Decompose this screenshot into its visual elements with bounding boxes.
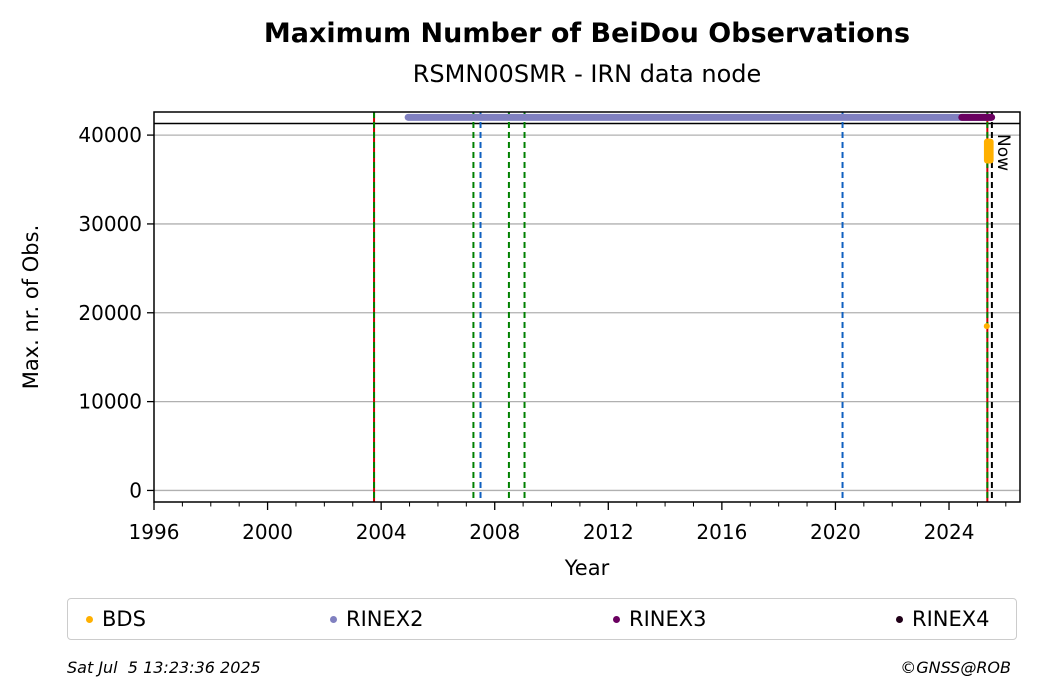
x-tick-label: 2000 bbox=[242, 520, 293, 544]
legend-item-bds: BDS bbox=[86, 599, 146, 639]
legend-label-bds: BDS bbox=[102, 607, 146, 631]
x-tick-label: 2016 bbox=[696, 520, 747, 544]
grid-layer bbox=[154, 122, 1020, 492]
y-tick-label: 0 bbox=[129, 478, 142, 502]
legend-label-rinex4: RINEX4 bbox=[912, 607, 990, 631]
plot-frame bbox=[153, 111, 1021, 503]
y-tick-label: 20000 bbox=[78, 301, 142, 325]
axis-layer: 0 10000 20000 30000 40000 1996 2000 2004 2008 201… bbox=[78, 123, 1007, 544]
series-bds-segment bbox=[983, 138, 994, 164]
legend-item-rinex2: RINEX2 bbox=[330, 599, 424, 639]
footer-copyright: ©GNSS@ROB bbox=[900, 658, 1011, 677]
y-tick-label: 30000 bbox=[78, 212, 142, 236]
vertical-lines-layer bbox=[373, 112, 993, 502]
x-tick-label: 2012 bbox=[583, 520, 634, 544]
chart: Maximum Number of BeiDou Observations RS… bbox=[19, 18, 1021, 580]
legend-marker-rinex3 bbox=[613, 615, 620, 623]
legend-item-rinex3: RINEX3 bbox=[613, 599, 707, 639]
legend-item-rinex4: RINEX4 bbox=[896, 599, 990, 639]
chart-title: Maximum Number of BeiDou Observations bbox=[264, 18, 910, 49]
x-tick-label: 2008 bbox=[469, 520, 520, 544]
legend-marker-rinex4 bbox=[896, 615, 903, 623]
x-tick-label: 1996 bbox=[129, 520, 180, 544]
x-tick-label: 2020 bbox=[810, 520, 861, 544]
legend: BDS RINEX2 RINEX3 RINEX4 bbox=[67, 598, 1017, 640]
y-axis-label: Max. nr. of Obs. bbox=[19, 225, 43, 390]
legend-label-rinex2: RINEX2 bbox=[346, 607, 424, 631]
footer-timestamp: Sat Jul 5 13:23:36 2025 bbox=[67, 658, 261, 677]
series-layer bbox=[404, 113, 996, 330]
now-label: Now bbox=[993, 134, 1013, 171]
chart-subtitle: RSMN00SMR - IRN data node bbox=[413, 60, 762, 88]
x-axis-label: Year bbox=[564, 556, 610, 580]
legend-label-rinex3: RINEX3 bbox=[629, 607, 707, 631]
y-tick-label: 40000 bbox=[78, 123, 142, 147]
x-tick-label: 2024 bbox=[924, 520, 975, 544]
y-tick-label: 10000 bbox=[78, 390, 142, 414]
legend-marker-rinex2 bbox=[330, 615, 337, 623]
series-bds-point bbox=[983, 323, 990, 330]
x-tick-label: 2004 bbox=[356, 520, 407, 544]
legend-marker-bds bbox=[86, 615, 93, 623]
